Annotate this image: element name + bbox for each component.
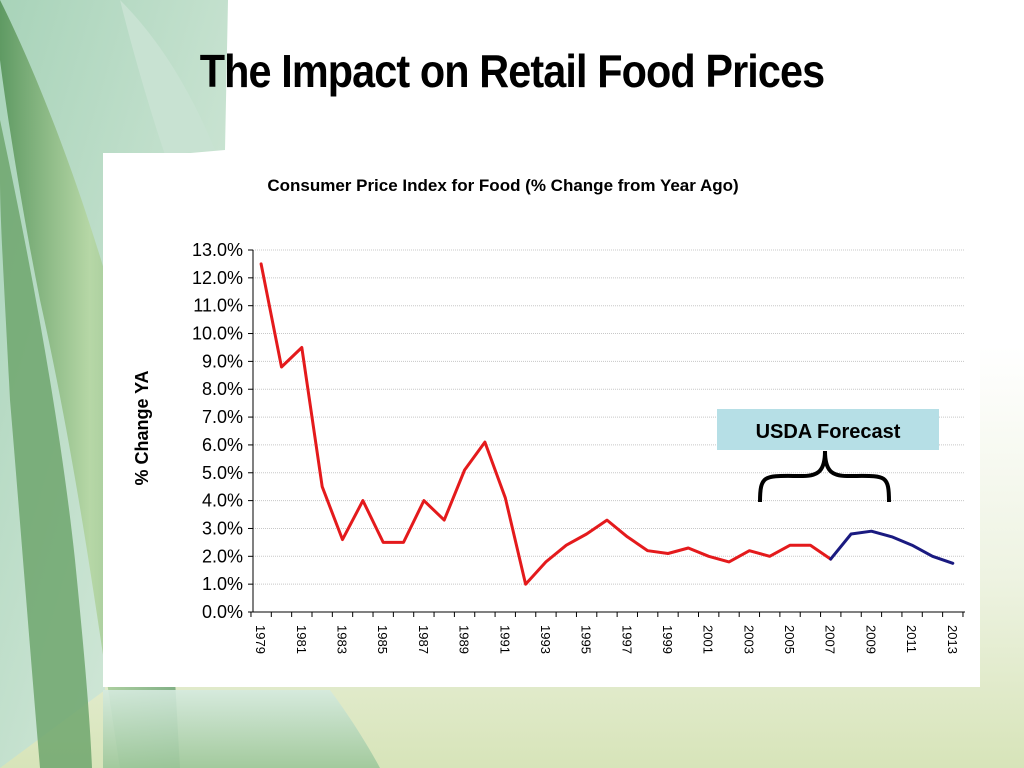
y-tick-label: 5.0% [202,463,243,483]
x-tick-label: 1999 [660,625,675,654]
forecast-brace [758,450,891,503]
y-tick-label: 4.0% [202,491,243,511]
x-tick-label: 2003 [741,625,756,654]
y-tick-labels: 0.0% 1.0% 2.0% 3.0% 4.0% 5.0% 6.0% 7.0% 8.0% 9.0%… [192,240,243,622]
y-tick-label: 7.0% [202,407,243,427]
line-chart: Consumer Price Index for Food (% Change … [132,176,965,654]
series-line-forecast [829,529,955,565]
x-tick-label: 1989 [457,625,472,654]
axes [248,249,965,617]
x-tick-label: 1991 [497,625,512,654]
y-tick-label: 1.0% [202,574,243,594]
forecast-label-box [717,409,939,450]
y-tick-label: 11.0% [193,296,243,316]
y-tick-label: 6.0% [202,435,243,455]
y-axis-label: % Change YA [132,370,152,485]
x-tick-label: 1997 [619,625,634,654]
x-tick-label: 1985 [375,625,390,654]
x-tick-label: 1993 [538,625,553,654]
chart-title: Consumer Price Index for Food (% Change … [267,176,738,195]
gridlines [253,249,965,585]
x-tick-label: 2009 [863,625,878,654]
slide-title: The Impact on Retail Food Prices [199,45,825,97]
y-tick-label: 2.0% [202,546,243,566]
x-tick-label: 2001 [701,625,716,654]
series-line-historical [259,262,833,586]
y-tick-label: 10.0% [192,324,243,344]
forecast-annotation: USDA Forecast [717,409,939,503]
x-tick-label: 1979 [253,625,268,654]
y-tick-label: 9.0% [202,351,243,371]
x-tick-labels: 1979 1981 1983 1985 1987 1989 1991 1993 1995 1997… [253,625,960,654]
x-tick-label: 1995 [579,625,594,654]
y-tick-label: 0.0% [202,602,243,622]
x-tick-label: 2013 [945,625,960,654]
x-tick-label: 1983 [335,625,350,654]
x-tick-label: 2007 [823,625,838,654]
y-tick-label: 3.0% [202,518,243,538]
series-lines [259,262,955,586]
y-tick-label: 13.0% [192,240,243,260]
x-tick-label: 2005 [782,625,797,654]
x-tick-label: 2011 [904,625,919,653]
y-tick-label: 12.0% [192,268,243,288]
x-tick-label: 1987 [416,625,431,654]
y-tick-label: 8.0% [202,379,243,399]
x-tick-label: 1981 [294,625,309,654]
forecast-label: USDA Forecast [756,421,901,443]
